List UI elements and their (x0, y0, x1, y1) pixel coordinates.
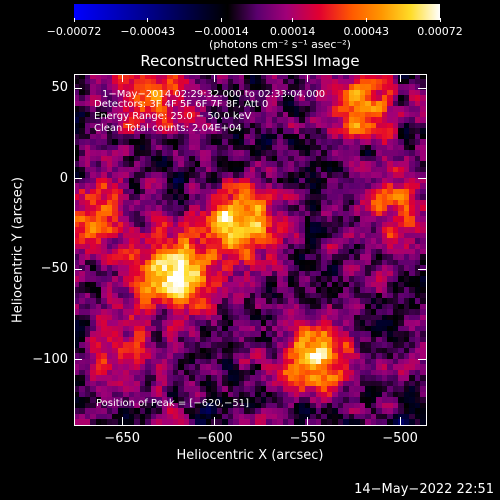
y-tick (418, 359, 426, 361)
x-tick (214, 417, 216, 425)
x-tick-label: −550 (289, 431, 326, 446)
x-tick (306, 417, 308, 425)
y-tick-label: 0 (59, 170, 68, 186)
colorbar-tick-label: −0.00014 (194, 25, 249, 38)
y-tick (74, 87, 82, 89)
y-axis-label: Heliocentric Y (arcsec) (10, 177, 26, 323)
y-tick (418, 178, 426, 180)
y-tick-label: 50 (51, 80, 68, 96)
x-tick (399, 417, 401, 425)
colorbar-tick (439, 18, 441, 22)
x-tick (121, 417, 123, 425)
colorbar-tick-label: 0.00043 (343, 25, 390, 38)
colorbar-tick (365, 18, 367, 22)
colorbar-tick-label: −0.00043 (120, 25, 176, 38)
rhessi-image (74, 74, 426, 425)
colorbar-tick (147, 18, 149, 22)
x-axis-label: Heliocentric X (arcsec) (176, 448, 324, 463)
annotation-time: 1−May−2014 02:29:32.000 to 02:33:04.000 (102, 89, 326, 100)
y-tick (74, 268, 82, 270)
peak-position-label: Position of Peak = [−620,−51] (96, 398, 249, 409)
x-tick-label: −650 (104, 431, 141, 446)
y-tick (74, 359, 82, 361)
colorbar-tick (220, 18, 222, 22)
colorbar-tick (292, 18, 294, 22)
x-tick (214, 74, 216, 82)
x-tick-label: −500 (382, 431, 418, 446)
x-tick (121, 74, 123, 82)
colorbar-units: (photons cm⁻² s⁻¹ asec⁻²) (209, 38, 351, 51)
x-tick (306, 74, 308, 82)
x-tick (399, 74, 401, 82)
chart-title: Reconstructed RHESSI Image (140, 52, 360, 70)
footer-date: 14−May−2022 22:51 (354, 482, 494, 497)
colorbar-tick-label: 0.00014 (269, 25, 316, 38)
y-tick (74, 178, 82, 180)
colorbar (74, 4, 440, 20)
colorbar-tick-label: −0.00072 (46, 25, 102, 38)
annotation-detectors: Detectors: 3F 4F 5F 6F 7F 8F, Att 0 (94, 99, 269, 110)
y-tick-label: −100 (32, 351, 68, 367)
heatmap-plot: 1−May−2014 02:29:32.000 to 02:33:04.000 … (74, 74, 426, 425)
x-tick-label: −600 (196, 431, 233, 446)
colorbar-tick (73, 18, 75, 22)
y-tick (418, 87, 426, 89)
y-tick-label: −50 (40, 261, 68, 277)
annotation-energy: Energy Range: 25.0 − 50.0 keV (94, 111, 252, 122)
colorbar-tick-label: 0.00072 (417, 25, 463, 38)
annotation-counts: Clean Total counts: 2.04E+04 (94, 123, 242, 134)
y-tick (418, 268, 426, 270)
